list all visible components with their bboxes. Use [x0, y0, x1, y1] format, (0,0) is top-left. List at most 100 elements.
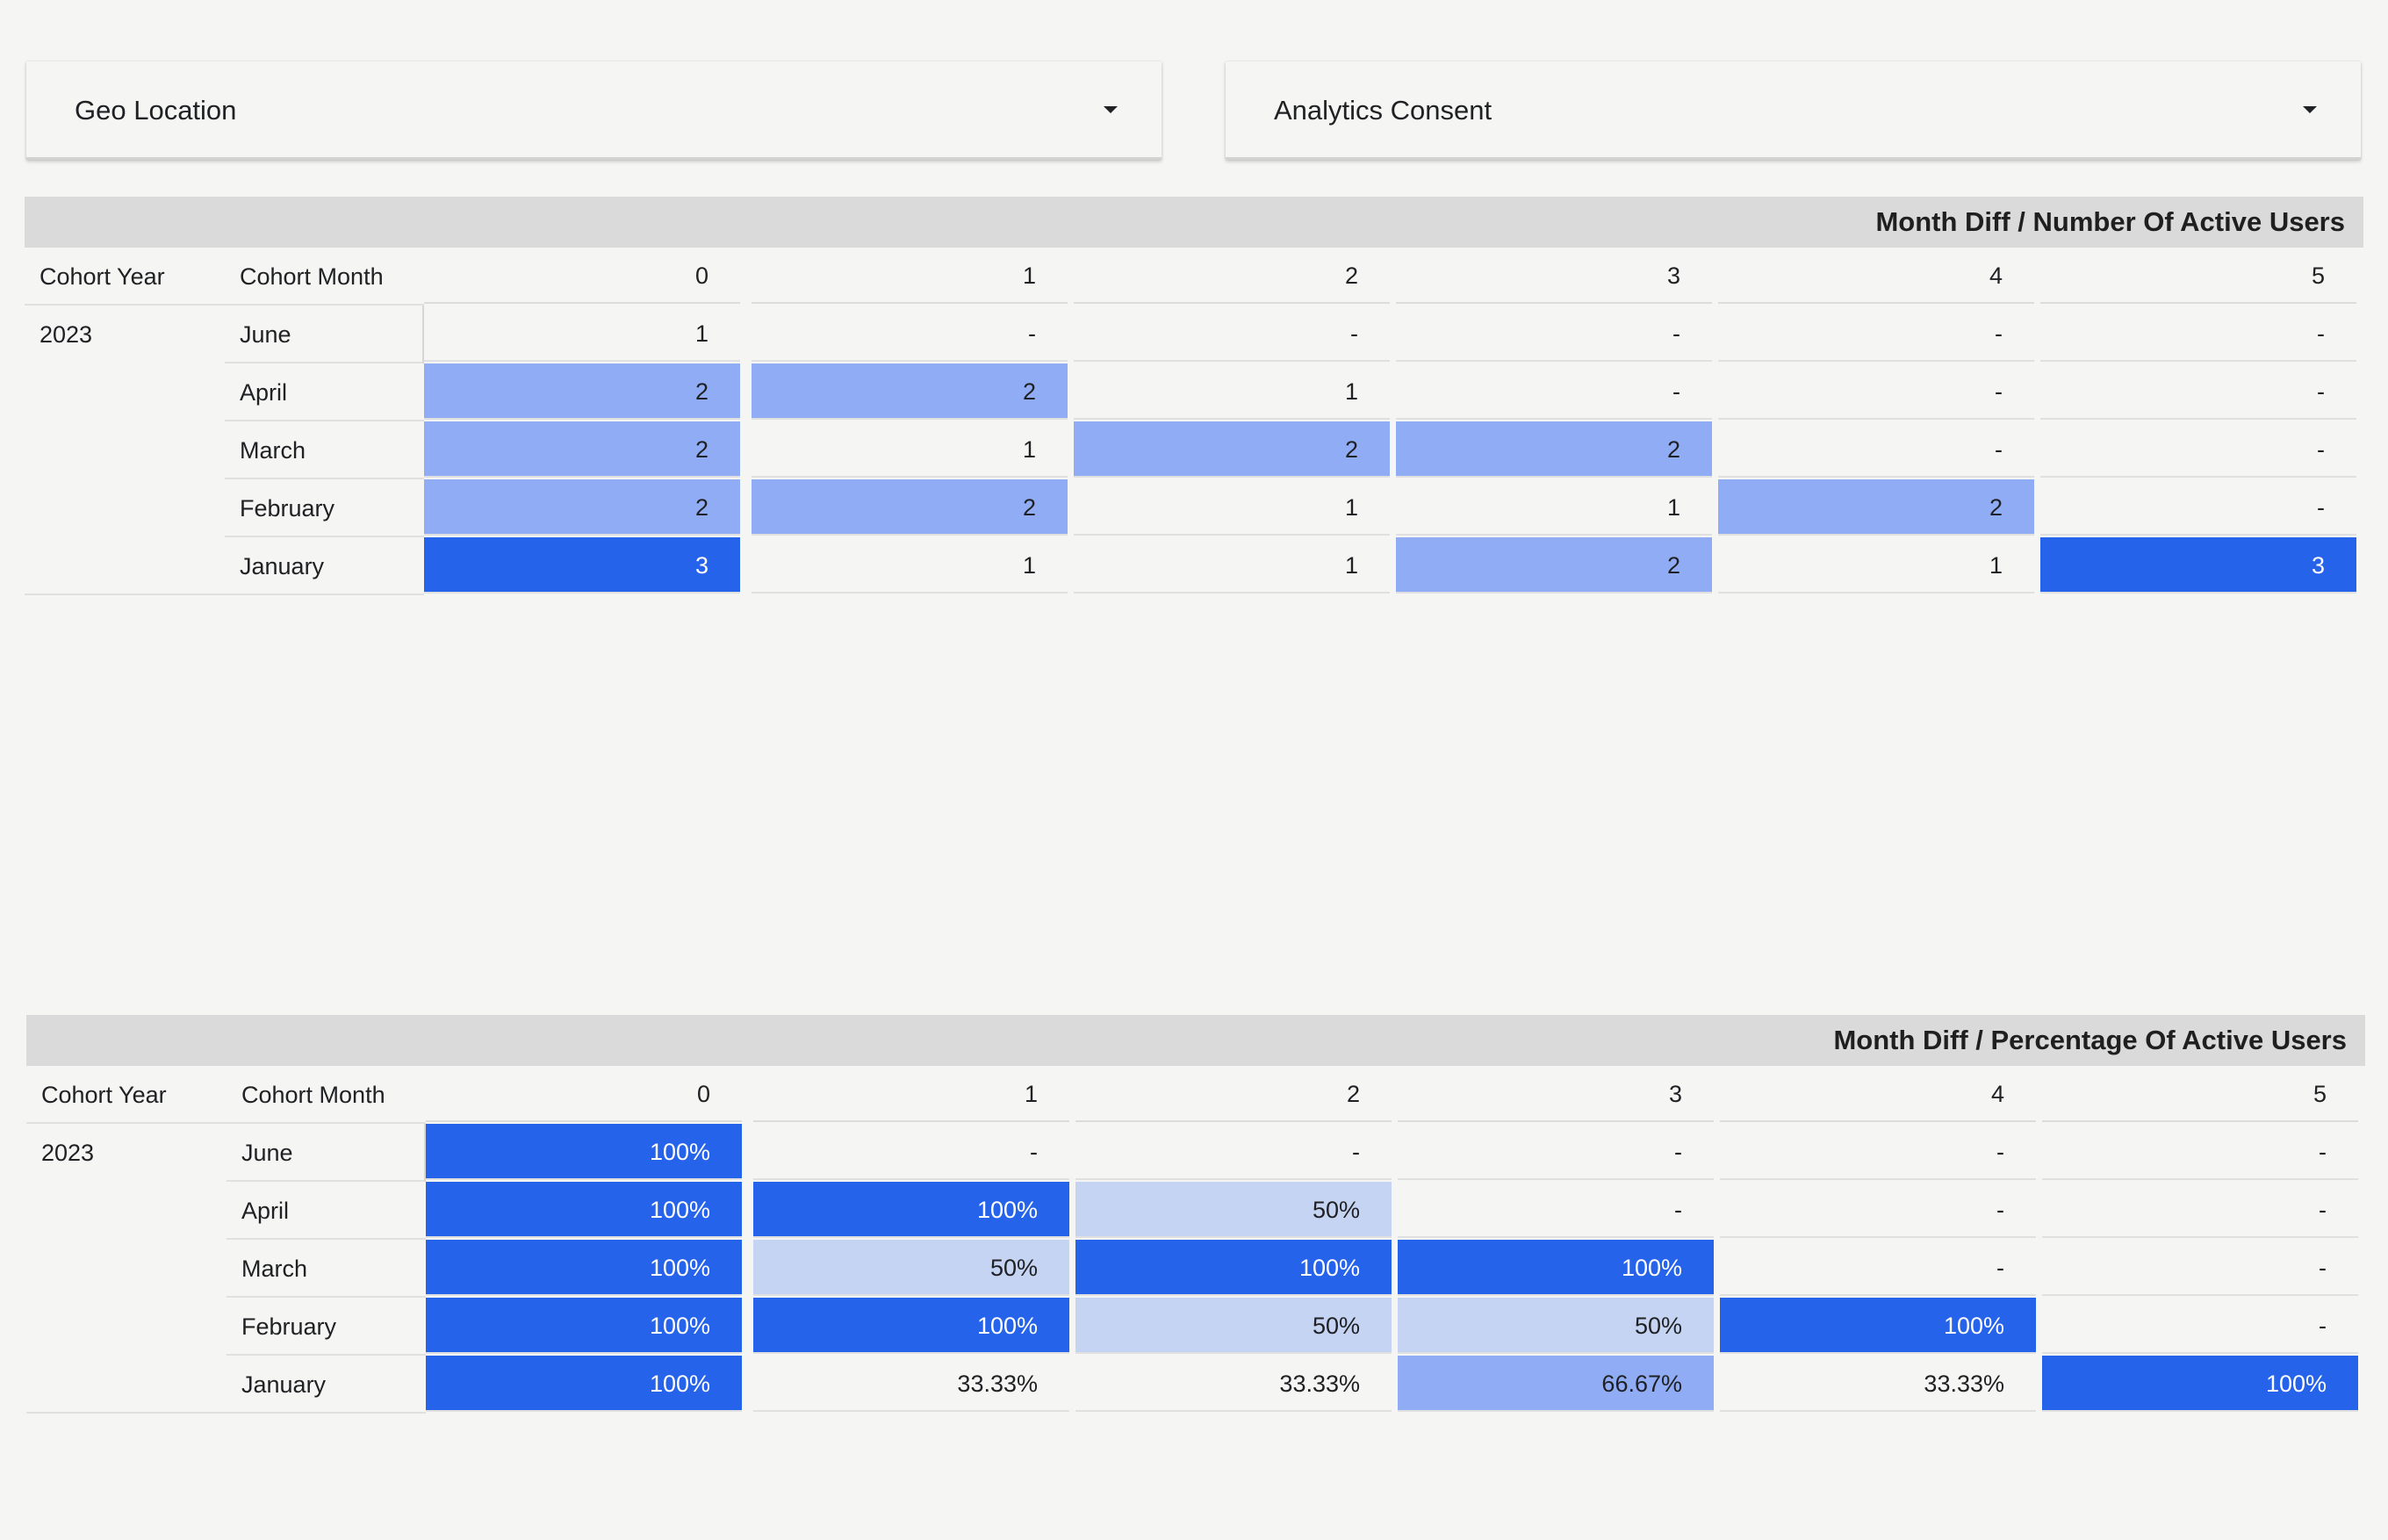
cohort-month-value: February	[241, 1313, 337, 1340]
month-diff-column-header[interactable]: 4	[1720, 1066, 2036, 1122]
geo-location-filter[interactable]: Geo Location	[26, 61, 1162, 160]
month-diff-column-header[interactable]: 0	[426, 1066, 742, 1122]
data-cell: 50%	[1075, 1298, 1392, 1354]
data-cell: 2	[752, 479, 1068, 536]
row-divider	[227, 1412, 426, 1414]
month-diff-column-header[interactable]: 1	[753, 1066, 1069, 1122]
cohort-month-header: Cohort Month	[240, 263, 384, 290]
data-cell: 1	[1718, 537, 2034, 594]
cohort-year-header: Cohort Year	[40, 263, 165, 290]
data-cell: 100%	[426, 1356, 742, 1412]
data-cell: -	[1718, 306, 2034, 362]
data-cell: -	[1075, 1124, 1392, 1180]
data-cell: -	[1718, 363, 2034, 420]
month-diff-column-header[interactable]: 2	[1074, 248, 1390, 304]
data-cell: 100%	[2042, 1356, 2358, 1412]
table-bottom-divider	[26, 1412, 227, 1414]
cohort-month-value: April	[241, 1198, 290, 1224]
cohort-year-value: 2023	[41, 1140, 95, 1166]
data-cell: 1	[752, 421, 1068, 478]
cohort-month-value: April	[240, 379, 288, 406]
cohort-month-value: February	[240, 495, 335, 522]
data-cell: -	[2042, 1298, 2358, 1354]
data-cell: -	[1718, 421, 2034, 478]
analytics-consent-filter[interactable]: Analytics Consent	[1226, 61, 2361, 160]
header-divider	[25, 304, 424, 306]
data-cell: 100%	[753, 1298, 1069, 1354]
month-diff-column-header[interactable]: 4	[1718, 248, 2034, 304]
data-cell: -	[753, 1124, 1069, 1180]
row-divider	[227, 1354, 426, 1356]
data-cell: 1	[1396, 479, 1712, 536]
cohort-month-value: June	[241, 1140, 293, 1166]
pivot-column-dimension-header: Month Diff / Percentage Of Active Users	[26, 1015, 2365, 1066]
data-cell: -	[2040, 306, 2356, 362]
data-cell: 50%	[1075, 1182, 1392, 1238]
data-cell: 1	[1074, 537, 1390, 594]
cohort-month-value: March	[241, 1256, 308, 1282]
data-cell: -	[1720, 1182, 2036, 1238]
data-cell: 2	[1718, 479, 2034, 536]
data-cell: 2	[1074, 421, 1390, 478]
data-cell: 33.33%	[1720, 1356, 2036, 1412]
cohort-month-value: June	[240, 321, 291, 348]
data-cell: 50%	[1398, 1298, 1714, 1354]
row-divider	[225, 420, 424, 421]
header-divider	[26, 1122, 426, 1124]
dropdown-caret-icon[interactable]	[2303, 106, 2317, 113]
cohort-month-value: March	[240, 437, 306, 464]
pivot-grid: Cohort Year Cohort Month 0 1 2 3 4 5 2023 June 1- -…	[25, 248, 2363, 595]
data-cell: 1	[1074, 363, 1390, 420]
month-diff-column-header[interactable]: 3	[1398, 1066, 1714, 1122]
data-cell: -	[2040, 479, 2356, 536]
row-divider	[227, 1180, 426, 1182]
data-cell: 100%	[753, 1182, 1069, 1238]
dropdown-caret-icon[interactable]	[1104, 106, 1118, 113]
data-cell: 100%	[426, 1182, 742, 1238]
analytics-consent-filter-label: Analytics Consent	[1274, 95, 1492, 126]
pivot-column-dimension-header: Month Diff / Number Of Active Users	[25, 197, 2363, 248]
data-cell: 100%	[1720, 1298, 2036, 1354]
row-divider	[225, 478, 424, 479]
data-cell: 50%	[753, 1240, 1069, 1296]
data-cell: 3	[424, 537, 740, 594]
active-users-count-table: Month Diff / Number Of Active Users Coho…	[25, 197, 2363, 595]
data-cell: 100%	[1398, 1240, 1714, 1296]
data-cell: 2	[752, 363, 1068, 420]
data-cell: 100%	[426, 1124, 742, 1180]
data-cell: 100%	[1075, 1240, 1392, 1296]
month-diff-column-header[interactable]: 0	[424, 248, 740, 304]
month-diff-column-header[interactable]: 5	[2042, 1066, 2358, 1122]
row-divider	[227, 1238, 426, 1240]
data-cell: 1	[752, 537, 1068, 594]
data-cell: -	[2040, 363, 2356, 420]
column-separator	[422, 306, 424, 363]
column-separator	[424, 1124, 426, 1182]
row-divider	[225, 536, 424, 537]
cohort-month-value: January	[240, 553, 325, 579]
data-cell: 2	[424, 479, 740, 536]
month-diff-column-header[interactable]: 1	[752, 248, 1068, 304]
cohort-month-header: Cohort Month	[241, 1082, 385, 1108]
row-divider	[227, 1296, 426, 1298]
data-cell: -	[1398, 1182, 1714, 1238]
data-cell: 33.33%	[753, 1356, 1069, 1412]
data-cell: -	[2042, 1124, 2358, 1180]
month-diff-column-header[interactable]: 5	[2040, 248, 2356, 304]
data-cell: 33.33%	[1075, 1356, 1392, 1412]
data-cell: 1	[424, 306, 740, 362]
data-cell: 2	[1396, 421, 1712, 478]
cohort-year-value: 2023	[40, 321, 93, 348]
data-cell: -	[1396, 306, 1712, 362]
month-diff-column-header[interactable]: 2	[1075, 1066, 1392, 1122]
data-cell: 1	[1074, 479, 1390, 536]
data-cell: 100%	[426, 1298, 742, 1354]
data-cell: 100%	[426, 1240, 742, 1296]
data-cell: 2	[424, 363, 740, 420]
row-divider	[225, 594, 424, 595]
data-cell: 2	[1396, 537, 1712, 594]
data-cell: -	[1720, 1240, 2036, 1296]
month-diff-column-header[interactable]: 3	[1396, 248, 1712, 304]
data-cell: -	[1398, 1124, 1714, 1180]
active-users-percentage-table: Month Diff / Percentage Of Active Users …	[26, 1015, 2365, 1414]
